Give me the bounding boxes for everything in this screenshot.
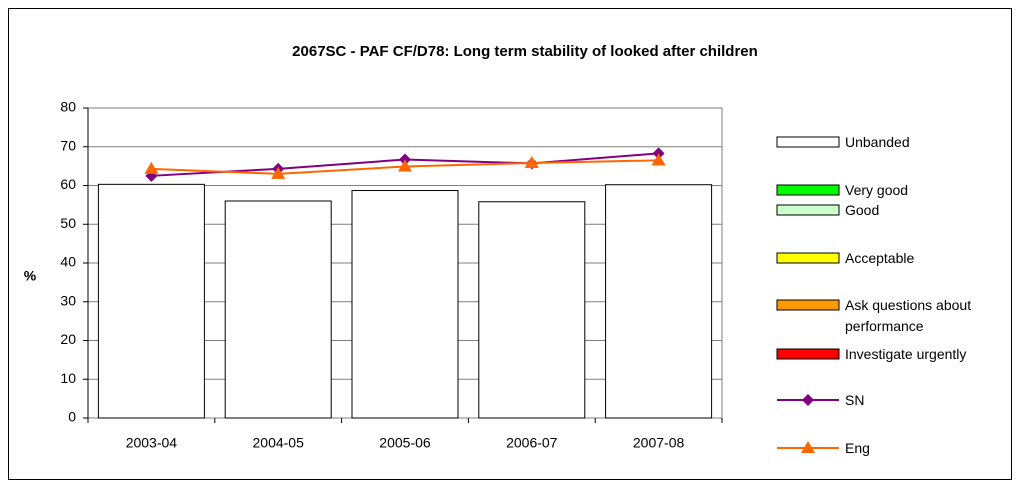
x-tick-label: 2005-06 xyxy=(379,435,431,451)
x-tick-label: 2006-07 xyxy=(506,435,558,451)
legend-swatch xyxy=(776,252,840,264)
x-tick-label: 2004-05 xyxy=(253,435,305,451)
legend-swatch xyxy=(776,136,840,148)
legend-label: Unbanded xyxy=(845,133,910,150)
bar xyxy=(224,200,332,419)
legend-label: Good xyxy=(845,201,880,218)
legend-label: Very good xyxy=(845,181,909,198)
chart-title: 2067SC - PAF CF/D78: Long term stability… xyxy=(292,43,758,60)
y-tick-label: 10 xyxy=(60,370,76,386)
y-tick-label: 60 xyxy=(60,176,76,192)
legend-label: Ask questions about performance xyxy=(845,296,972,334)
legend-marker xyxy=(801,441,815,453)
legend-swatch xyxy=(776,204,840,216)
y-tick-label: 0 xyxy=(68,409,76,425)
legend-swatch xyxy=(776,184,840,196)
legend-swatch xyxy=(776,348,840,360)
y-tick-label: 80 xyxy=(60,99,76,115)
y-axis-label: % xyxy=(24,268,37,284)
bar xyxy=(478,201,586,419)
marker xyxy=(651,153,666,166)
marker xyxy=(398,159,412,172)
legend-label: Acceptable xyxy=(845,249,915,266)
legend-marker xyxy=(802,394,814,406)
y-tick-label: 40 xyxy=(60,254,76,270)
bar xyxy=(351,190,459,419)
legend-swatch xyxy=(776,299,840,311)
bar xyxy=(605,184,713,419)
y-tick-label: 50 xyxy=(60,215,76,231)
legend-label: Investigate urgently xyxy=(845,345,967,362)
y-tick-label: 30 xyxy=(60,292,76,308)
y-tick-label: 70 xyxy=(60,137,76,153)
x-tick-label: 2007-08 xyxy=(633,435,685,451)
y-tick-label: 20 xyxy=(60,331,76,347)
bar xyxy=(97,183,205,419)
legend-label: SN xyxy=(845,391,865,408)
marker xyxy=(144,161,159,174)
marker xyxy=(271,166,286,179)
legend-label: Eng xyxy=(845,439,870,456)
x-tick-label: 2003-04 xyxy=(126,435,178,451)
marker xyxy=(524,156,539,169)
